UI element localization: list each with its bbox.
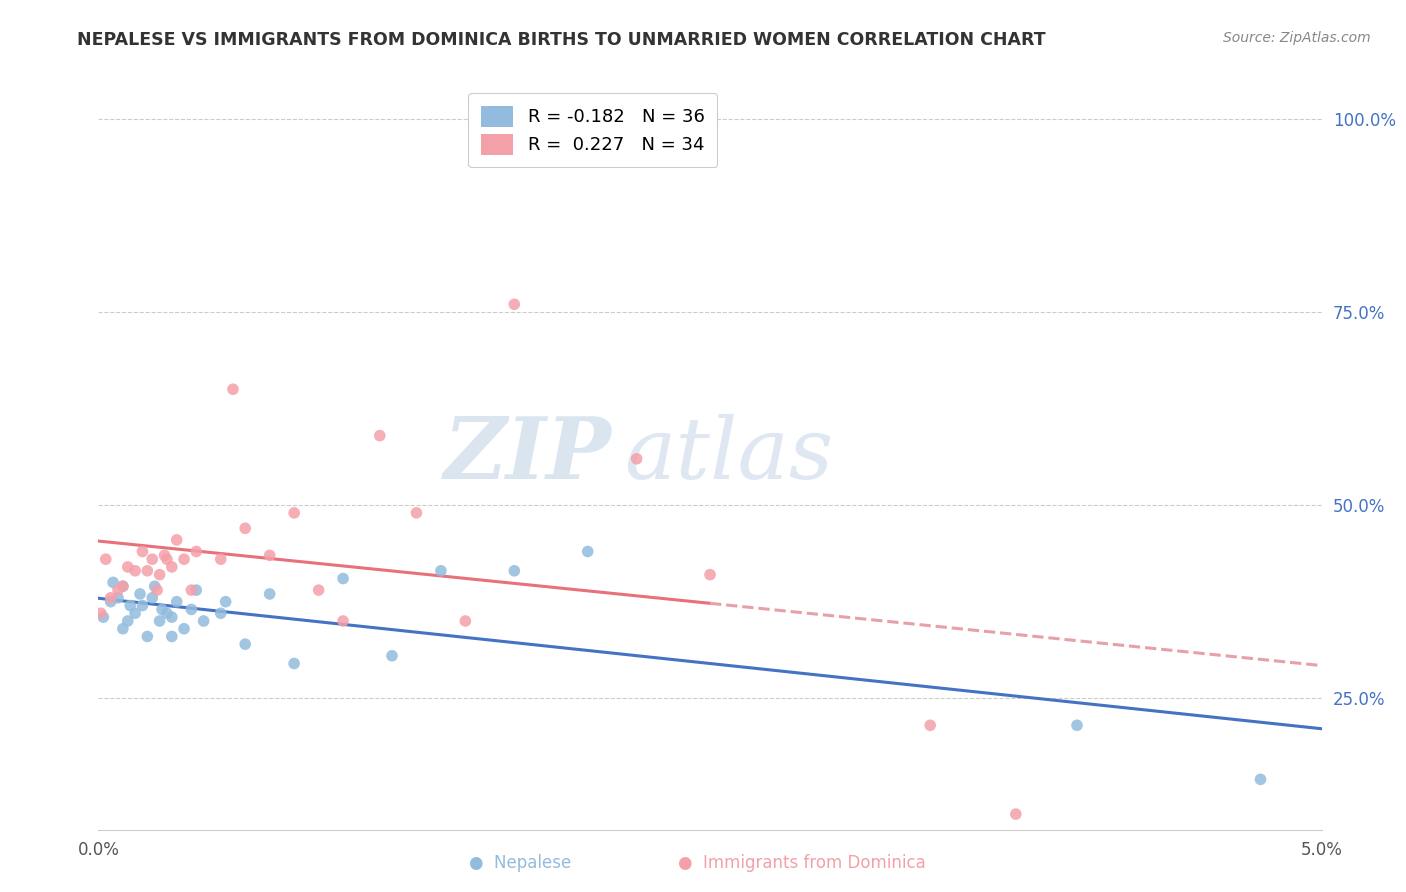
- Point: [166, 533, 188, 547]
- Point: [146, 583, 169, 598]
- Point: [101, 575, 124, 590]
- Point: [222, 382, 245, 396]
- Point: [259, 587, 281, 601]
- Point: [131, 544, 153, 558]
- Point: [332, 572, 354, 586]
- Point: [160, 610, 183, 624]
- Point: [129, 587, 152, 601]
- Text: ●  Nepalese: ● Nepalese: [470, 855, 571, 872]
- Point: [141, 552, 163, 566]
- Point: [100, 595, 122, 609]
- Point: [626, 451, 648, 466]
- Point: [141, 591, 163, 605]
- Point: [699, 567, 721, 582]
- Point: [149, 567, 172, 582]
- Point: [117, 560, 139, 574]
- Point: [166, 595, 188, 609]
- Point: [107, 591, 129, 605]
- Point: [173, 552, 195, 566]
- Point: [111, 579, 134, 593]
- Point: [1249, 772, 1271, 787]
- Point: [186, 583, 208, 598]
- Point: [1066, 718, 1088, 732]
- Point: [160, 630, 183, 644]
- Point: [332, 614, 354, 628]
- Point: [1004, 807, 1026, 822]
- Point: [131, 599, 153, 613]
- Text: Source: ZipAtlas.com: Source: ZipAtlas.com: [1223, 31, 1371, 45]
- Point: [124, 607, 146, 621]
- Point: [91, 610, 114, 624]
- Point: [233, 521, 256, 535]
- Text: ●  Immigrants from Dominica: ● Immigrants from Dominica: [678, 855, 925, 872]
- Point: [405, 506, 427, 520]
- Point: [156, 552, 179, 566]
- Point: [94, 552, 117, 566]
- Point: [283, 506, 305, 520]
- Point: [156, 607, 179, 621]
- Point: [150, 602, 173, 616]
- Point: [308, 583, 330, 598]
- Point: [136, 630, 159, 644]
- Point: [120, 599, 142, 613]
- Point: [111, 579, 134, 593]
- Point: [153, 549, 176, 563]
- Point: [160, 560, 183, 574]
- Point: [173, 622, 195, 636]
- Point: [90, 607, 112, 621]
- Point: [111, 622, 134, 636]
- Point: [381, 648, 404, 663]
- Point: [193, 614, 215, 628]
- Point: [100, 591, 122, 605]
- Point: [233, 637, 256, 651]
- Point: [107, 583, 129, 598]
- Text: atlas: atlas: [624, 414, 834, 496]
- Legend: R = -0.182   N = 36, R =  0.227   N = 34: R = -0.182 N = 36, R = 0.227 N = 34: [468, 93, 717, 168]
- Point: [124, 564, 146, 578]
- Point: [920, 718, 942, 732]
- Point: [576, 544, 599, 558]
- Point: [368, 428, 391, 442]
- Point: [503, 297, 526, 311]
- Point: [259, 549, 281, 563]
- Point: [454, 614, 477, 628]
- Point: [136, 564, 159, 578]
- Point: [180, 583, 202, 598]
- Point: [214, 595, 236, 609]
- Text: ZIP: ZIP: [444, 413, 612, 497]
- Point: [209, 552, 232, 566]
- Point: [430, 564, 453, 578]
- Text: NEPALESE VS IMMIGRANTS FROM DOMINICA BIRTHS TO UNMARRIED WOMEN CORRELATION CHART: NEPALESE VS IMMIGRANTS FROM DOMINICA BIR…: [77, 31, 1046, 49]
- Point: [209, 607, 232, 621]
- Point: [283, 657, 305, 671]
- Point: [117, 614, 139, 628]
- Point: [186, 544, 208, 558]
- Point: [143, 579, 166, 593]
- Point: [180, 602, 202, 616]
- Point: [149, 614, 172, 628]
- Point: [503, 564, 526, 578]
